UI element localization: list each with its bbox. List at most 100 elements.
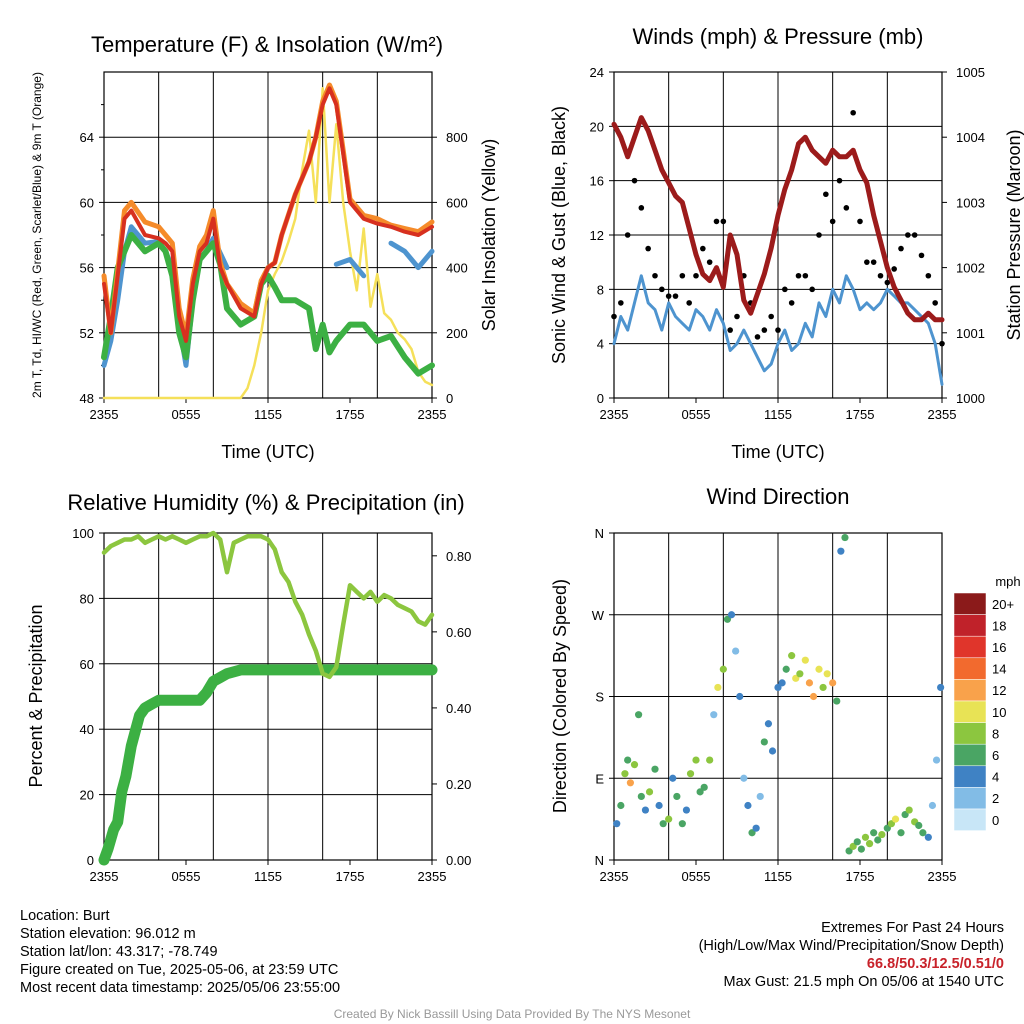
wind-y2tick-label: 1000 bbox=[956, 391, 985, 406]
wind-xtick-label: 1155 bbox=[764, 407, 792, 422]
direction-point bbox=[740, 774, 748, 782]
dir-ylabel: Direction (Colored By Speed) bbox=[550, 579, 570, 813]
gust-point bbox=[850, 109, 856, 116]
gust-point bbox=[870, 259, 877, 265]
temp-y2tick-label: 0 bbox=[446, 391, 453, 406]
direction-point bbox=[651, 765, 659, 773]
temp-ytick-label: 64 bbox=[80, 130, 94, 145]
gust-point bbox=[795, 272, 802, 279]
station-location: Location: Burt bbox=[20, 908, 110, 924]
rh-y2tick-label: 0.40 bbox=[446, 701, 471, 716]
temp-xtick-label: 2355 bbox=[418, 407, 447, 422]
wind-xtick-label: 1755 bbox=[846, 407, 875, 422]
rh-ylabel: Percent & Precipitation bbox=[26, 604, 46, 787]
wind-xtick-label: 0555 bbox=[682, 407, 711, 422]
gust-point bbox=[843, 205, 850, 211]
gust-point bbox=[720, 218, 727, 225]
rh-ytick-label: 40 bbox=[80, 722, 94, 737]
wind-speed-line bbox=[612, 274, 944, 386]
rh-y2tick-label: 0.20 bbox=[446, 777, 471, 792]
direction-point bbox=[678, 820, 686, 828]
colorbar-label: 10 bbox=[992, 705, 1006, 720]
direction-point bbox=[778, 679, 786, 687]
rh-y2tick-label: 0.60 bbox=[446, 625, 471, 640]
colorbar-swatch bbox=[953, 679, 987, 702]
gust-point bbox=[857, 218, 863, 225]
direction-point bbox=[937, 683, 945, 692]
wind-ytick-label: 8 bbox=[597, 282, 604, 297]
colorbar-swatch bbox=[953, 592, 987, 615]
gust-point bbox=[823, 191, 829, 198]
figure-created: Figure created on Tue, 2025-05-06, at 23… bbox=[20, 962, 339, 978]
direction-point bbox=[641, 806, 650, 814]
colorbar-label: 16 bbox=[992, 640, 1006, 655]
direction-point bbox=[669, 774, 677, 782]
dir-ytick-label: N bbox=[595, 853, 604, 868]
direction-point bbox=[710, 711, 718, 719]
dir-title: Wind Direction bbox=[706, 484, 849, 509]
direction-point bbox=[673, 792, 681, 801]
temp-y2tick-label: 200 bbox=[446, 326, 468, 341]
direction-point bbox=[665, 815, 673, 823]
gust-point bbox=[864, 259, 870, 265]
gust-point bbox=[768, 313, 774, 320]
gust-point bbox=[700, 245, 706, 252]
rh-title: Relative Humidity (%) & Precipitation (i… bbox=[67, 490, 464, 515]
direction-point bbox=[768, 747, 777, 755]
direction-point bbox=[760, 738, 768, 746]
direction-point bbox=[752, 824, 760, 832]
gust-point bbox=[884, 279, 891, 286]
direction-point bbox=[833, 697, 841, 705]
gust-point bbox=[898, 245, 904, 252]
colorbar-label: 12 bbox=[992, 683, 1006, 698]
direction-point bbox=[682, 806, 691, 814]
direction-point bbox=[706, 756, 714, 764]
colorbar-label: 18 bbox=[992, 618, 1006, 633]
direction-point bbox=[905, 806, 913, 814]
direction-point bbox=[897, 829, 905, 837]
direction-point bbox=[829, 679, 837, 687]
temp-title: Temperature (F) & Insolation (W/m²) bbox=[91, 32, 443, 57]
temp-y2label: Solar Insolation (Yellow) bbox=[479, 139, 499, 331]
rh-xtick-label: 0555 bbox=[172, 869, 201, 884]
colorbar-swatch bbox=[953, 657, 987, 680]
direction-point bbox=[727, 611, 736, 619]
colorbar-swatch bbox=[953, 635, 987, 659]
gust-point bbox=[788, 300, 795, 306]
direction-point bbox=[823, 670, 831, 678]
rh-ytick-label: 20 bbox=[80, 788, 94, 803]
direction-point bbox=[919, 829, 927, 837]
rh-xtick-label: 1755 bbox=[336, 869, 365, 884]
gust-point bbox=[911, 232, 918, 238]
direction-point bbox=[692, 756, 700, 764]
wind-y2tick-label: 1002 bbox=[956, 261, 985, 276]
gust-point bbox=[925, 272, 932, 279]
colorbar-label: 8 bbox=[992, 726, 999, 741]
wind-xlabel: Time (UTC) bbox=[731, 442, 824, 462]
direction-point bbox=[764, 720, 773, 728]
direction-point bbox=[878, 830, 886, 839]
gust-point bbox=[727, 327, 733, 333]
temp-xtick-label: 2355 bbox=[90, 407, 119, 422]
dir-ytick-label: E bbox=[595, 771, 604, 786]
wind-ytick-label: 4 bbox=[597, 337, 604, 352]
direction-point bbox=[928, 801, 937, 810]
rh-line bbox=[101, 530, 435, 680]
direction-point bbox=[613, 820, 621, 828]
gust-point bbox=[631, 177, 638, 184]
temp-2m-line bbox=[102, 86, 434, 343]
gust-point bbox=[809, 286, 815, 293]
direction-point bbox=[815, 665, 823, 673]
gust-point bbox=[665, 293, 672, 299]
gust-point bbox=[713, 218, 720, 225]
direction-point bbox=[659, 820, 667, 828]
direction-point bbox=[621, 770, 629, 778]
direction-point bbox=[782, 665, 790, 673]
colorbar-swatch bbox=[953, 765, 987, 788]
dir-ytick-label: W bbox=[592, 608, 605, 623]
precip-line bbox=[98, 664, 438, 866]
direction-point bbox=[732, 647, 740, 655]
gust-point bbox=[802, 272, 809, 279]
direction-point bbox=[924, 833, 932, 841]
